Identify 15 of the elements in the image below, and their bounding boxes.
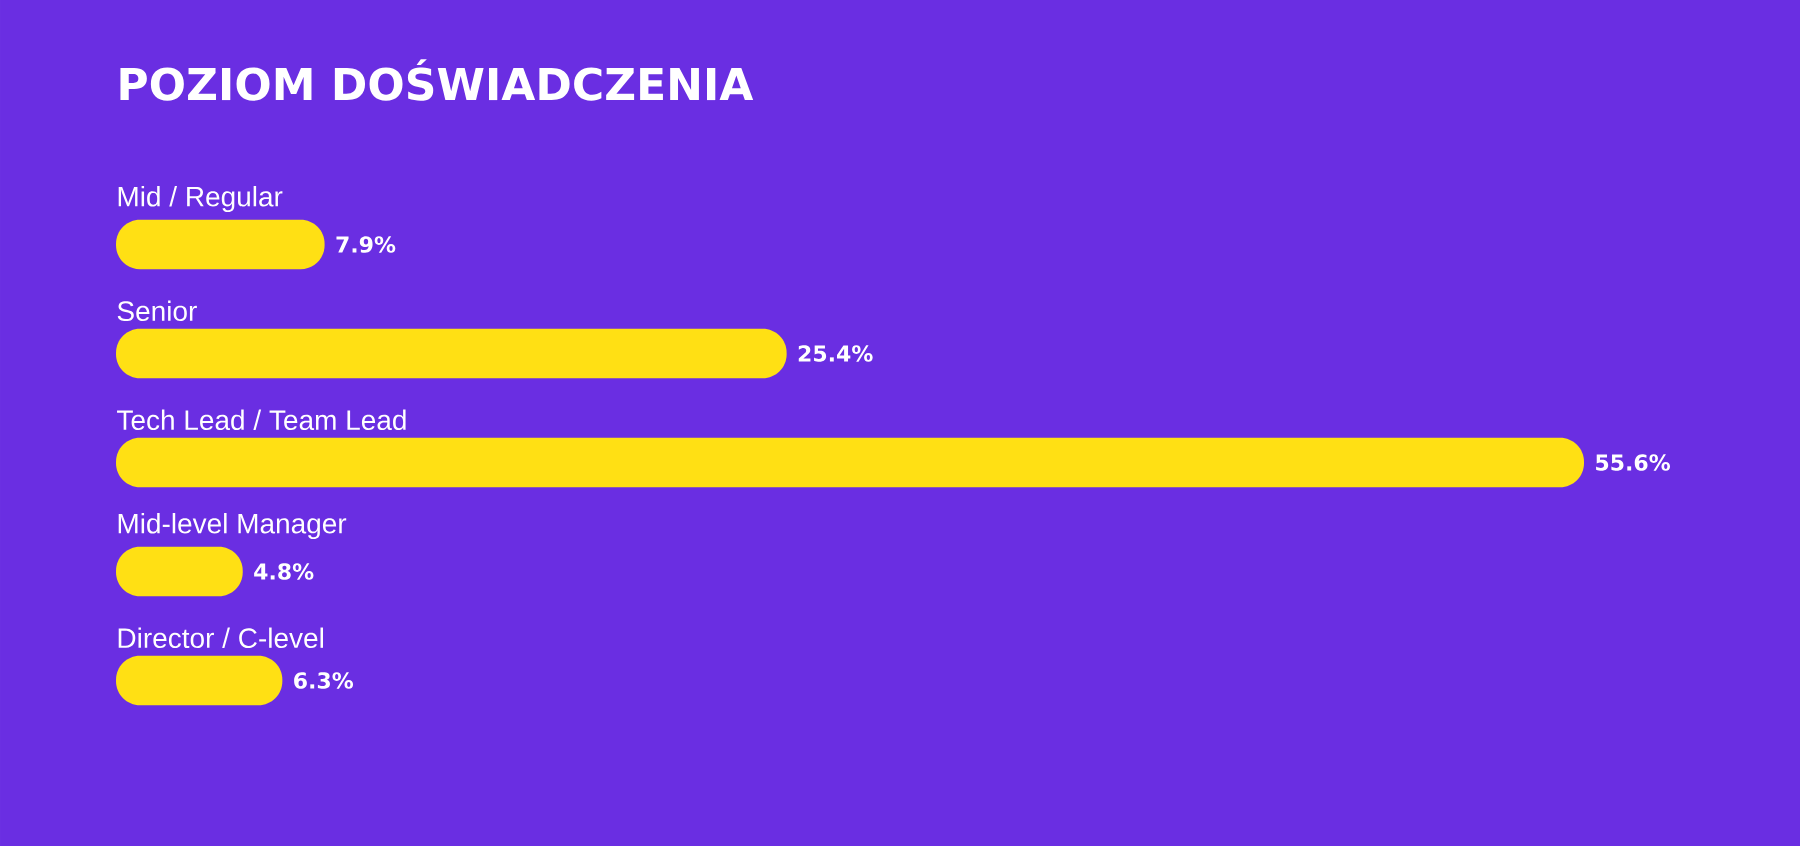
bar [116,219,325,270]
data-label: 25.4% [798,345,873,362]
bar [116,328,787,379]
y-tick-label: Mid / Regular [118,185,283,213]
data-label: 4.8% [254,563,314,580]
y-tick-label: Tech Lead / Team Lead [117,409,406,431]
data-label: 7.9% [336,236,396,253]
data-label: 55.6% [1596,454,1671,471]
y-tick-label: Mid-level Manager [118,512,347,540]
y-tick-label: Senior [117,300,197,322]
bar [116,655,283,706]
data-label: 6.3% [294,672,354,689]
chart-title: POZIOM DOŚWIADCZENIA [120,59,754,101]
y-tick-label: Director / C-level [118,627,323,649]
bar [116,437,1584,488]
